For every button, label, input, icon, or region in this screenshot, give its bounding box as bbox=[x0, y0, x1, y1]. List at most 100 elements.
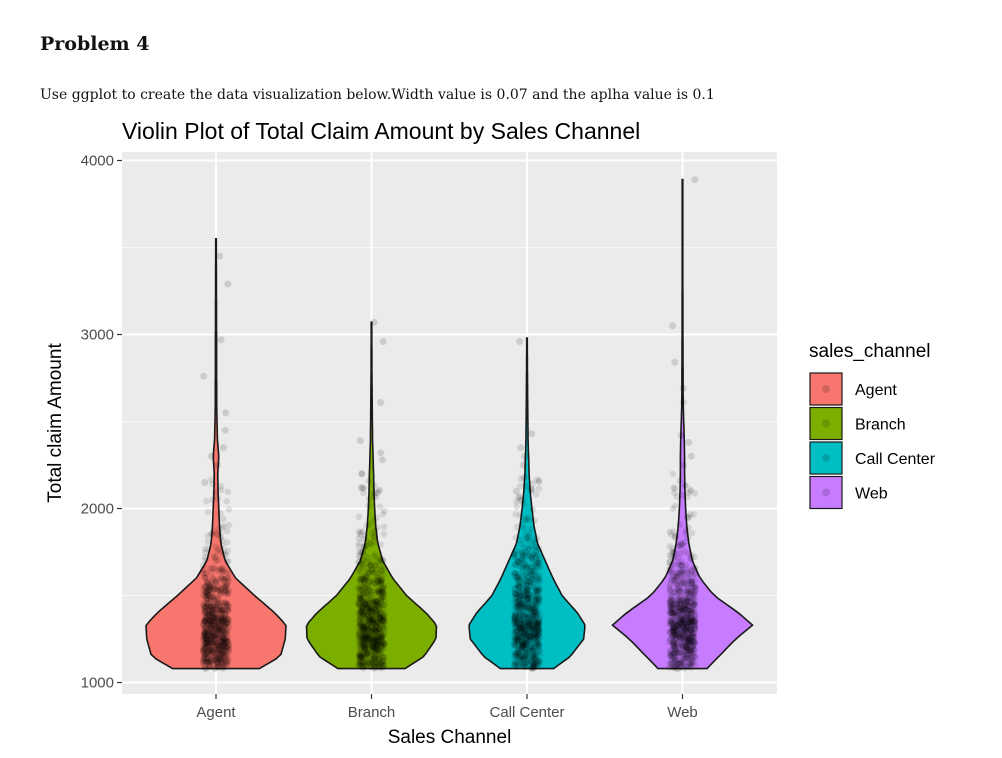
jitter-point bbox=[689, 589, 697, 596]
jitter-point bbox=[530, 662, 537, 670]
jitter-point bbox=[529, 567, 537, 574]
jitter-point bbox=[355, 650, 363, 657]
jitter-point bbox=[666, 638, 674, 646]
jitter-point bbox=[679, 608, 686, 615]
jitter-point bbox=[357, 561, 365, 568]
jitter-point bbox=[365, 569, 372, 577]
jitter-point bbox=[671, 629, 679, 636]
jitter-point bbox=[201, 632, 208, 639]
jitter-point bbox=[529, 644, 537, 651]
jitter-point bbox=[519, 641, 527, 648]
jitter-point bbox=[222, 587, 230, 595]
jitter-point bbox=[366, 659, 374, 667]
jitter-point bbox=[519, 640, 527, 648]
jitter-point bbox=[520, 611, 527, 619]
jitter-point bbox=[527, 637, 534, 645]
jitter-point bbox=[529, 663, 537, 670]
jitter-point bbox=[522, 564, 530, 571]
jitter-point bbox=[360, 616, 368, 624]
jitter-point bbox=[677, 619, 684, 627]
jitter-point bbox=[669, 505, 676, 512]
jitter-point bbox=[374, 638, 381, 646]
jitter-point bbox=[669, 621, 677, 629]
jitter-point bbox=[355, 558, 362, 566]
jitter-point bbox=[372, 644, 380, 652]
jitter-point bbox=[676, 649, 683, 656]
jitter-point bbox=[673, 627, 681, 635]
jitter-point bbox=[361, 609, 369, 616]
jitter-point bbox=[523, 577, 530, 584]
jitter-point bbox=[527, 567, 534, 575]
jitter-point bbox=[376, 614, 383, 622]
jitter-point bbox=[523, 641, 531, 648]
jitter-point bbox=[685, 550, 692, 558]
jitter-point bbox=[372, 638, 380, 645]
jitter-point bbox=[360, 661, 368, 669]
jitter-point bbox=[224, 657, 232, 665]
jitter-point bbox=[683, 598, 691, 606]
jitter-point bbox=[205, 629, 212, 637]
jitter-point bbox=[209, 614, 217, 622]
jitter-point bbox=[688, 649, 696, 657]
jitter-point bbox=[358, 621, 366, 629]
jitter-point bbox=[532, 547, 540, 555]
jitter-point bbox=[533, 588, 540, 595]
jitter-point bbox=[218, 618, 226, 625]
jitter-point bbox=[678, 571, 686, 579]
jitter-point bbox=[206, 641, 214, 649]
jitter-point bbox=[370, 606, 378, 614]
jitter-point bbox=[516, 536, 524, 544]
jitter-point bbox=[364, 604, 372, 611]
jitter-point bbox=[513, 547, 521, 555]
jitter-point bbox=[513, 642, 521, 649]
jitter-point bbox=[668, 631, 676, 639]
jitter-point bbox=[200, 566, 207, 573]
jitter-point bbox=[223, 647, 230, 655]
jitter-point bbox=[216, 655, 224, 663]
jitter-point bbox=[671, 618, 679, 625]
jitter-point bbox=[511, 585, 519, 593]
jitter-point bbox=[362, 589, 370, 596]
jitter-point bbox=[678, 558, 685, 566]
jitter-point bbox=[688, 628, 695, 635]
jitter-point bbox=[206, 618, 213, 625]
jitter-point bbox=[671, 653, 678, 661]
jitter-point bbox=[224, 644, 232, 652]
jitter-point bbox=[510, 572, 518, 579]
jitter-point bbox=[512, 574, 520, 581]
jitter-point bbox=[669, 642, 677, 649]
jitter-point bbox=[370, 605, 377, 613]
jitter-point bbox=[363, 522, 370, 529]
jitter-point bbox=[680, 578, 687, 586]
jitter-point bbox=[672, 647, 680, 655]
jitter-point bbox=[219, 609, 226, 617]
jitter-point bbox=[535, 607, 542, 614]
jitter-point bbox=[205, 658, 212, 666]
jitter-point bbox=[212, 578, 220, 586]
jitter-point bbox=[216, 621, 223, 628]
jitter-point bbox=[209, 480, 216, 488]
jitter-point bbox=[515, 601, 523, 608]
jitter-point bbox=[218, 658, 226, 665]
jitter-point bbox=[355, 652, 363, 659]
jitter-point bbox=[379, 652, 386, 660]
jitter-point bbox=[671, 578, 679, 586]
jitter-point bbox=[202, 589, 210, 596]
jitter-point bbox=[214, 600, 222, 607]
jitter-point bbox=[357, 615, 364, 623]
jitter-point bbox=[216, 252, 224, 260]
jitter-point bbox=[666, 635, 674, 642]
jitter-point bbox=[689, 595, 696, 602]
jitter-point bbox=[520, 630, 527, 637]
jitter-point bbox=[531, 562, 538, 570]
jitter-point bbox=[515, 654, 522, 661]
jitter-point bbox=[358, 595, 366, 603]
jitter-point bbox=[688, 638, 695, 646]
jitter-point bbox=[221, 577, 228, 585]
jitter-point bbox=[218, 625, 225, 632]
jitter-point bbox=[370, 626, 378, 633]
jitter-point bbox=[518, 638, 526, 646]
jitter-point bbox=[203, 636, 211, 644]
jitter-point bbox=[533, 586, 541, 593]
jitter-point bbox=[681, 601, 689, 608]
